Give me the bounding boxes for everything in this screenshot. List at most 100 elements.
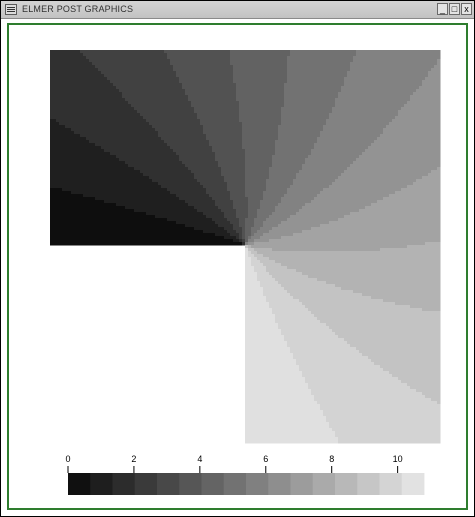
contour-cell: [161, 56, 165, 60]
contour-cell: [233, 128, 237, 132]
contour-cell: [98, 77, 102, 81]
contour-cell: [272, 65, 276, 69]
contour-cell: [371, 98, 375, 102]
contour-cell: [281, 80, 285, 84]
contour-cell: [281, 53, 285, 57]
contour-cell: [182, 89, 186, 93]
contour-cell: [314, 86, 318, 90]
minimize-button[interactable]: _: [437, 3, 448, 15]
contour-cell: [338, 83, 342, 87]
contour-cell: [422, 152, 426, 156]
contour-cell: [68, 131, 72, 135]
contour-cell: [179, 116, 183, 120]
contour-cell: [98, 113, 102, 117]
contour-cell: [254, 119, 258, 123]
contour-cell: [173, 83, 177, 87]
contour-cell: [50, 113, 54, 117]
contour-cell: [68, 125, 72, 129]
contour-cell: [260, 62, 264, 66]
contour-cell: [413, 116, 417, 120]
contour-cell: [155, 119, 159, 123]
contour-cell: [380, 116, 384, 120]
contour-cell: [86, 143, 90, 147]
contour-cell: [227, 53, 231, 57]
contour-cell: [347, 65, 351, 69]
contour-cell: [122, 137, 126, 141]
contour-cell: [107, 131, 111, 135]
contour-cell: [140, 68, 144, 72]
contour-cell: [101, 122, 105, 126]
contour-cell: [101, 77, 105, 81]
contour-cell: [203, 119, 207, 123]
contour-cell: [128, 56, 132, 60]
contour-cell: [314, 77, 318, 81]
contour-cell: [194, 95, 198, 99]
contour-cell: [248, 137, 252, 141]
contour-cell: [323, 131, 327, 135]
contour-cell: [56, 59, 60, 63]
contour-cell: [347, 95, 351, 99]
contour-cell: [251, 125, 255, 129]
contour-cell: [167, 119, 171, 123]
contour-cell: [281, 86, 285, 90]
contour-cell: [383, 71, 387, 75]
contour-cell: [134, 122, 138, 126]
contour-cell: [212, 59, 216, 63]
contour-cell: [200, 83, 204, 87]
contour-cell: [386, 143, 390, 147]
contour-cell: [59, 95, 63, 99]
contour-cell: [284, 50, 288, 54]
contour-cell: [263, 113, 267, 117]
contour-cell: [365, 158, 369, 162]
contour-cell: [311, 149, 315, 153]
close-button[interactable]: x: [461, 3, 472, 15]
contour-cell: [356, 50, 360, 54]
contour-cell: [344, 113, 348, 117]
maximize-button[interactable]: □: [449, 3, 460, 15]
contour-cell: [188, 80, 192, 84]
contour-cell: [374, 83, 378, 87]
contour-cell: [104, 125, 108, 129]
window-menu-icon[interactable]: [5, 4, 17, 15]
contour-cell: [158, 92, 162, 96]
contour-cell: [200, 74, 204, 78]
contour-cell: [380, 95, 384, 99]
contour-cell: [80, 89, 84, 93]
contour-cell: [359, 80, 363, 84]
contour-cell: [101, 98, 105, 102]
contour-cell: [422, 146, 426, 150]
contour-cell: [227, 68, 231, 72]
contour-cell: [221, 62, 225, 66]
contour-cell: [290, 59, 294, 63]
contour-cell: [209, 134, 213, 138]
contour-cell: [338, 113, 342, 117]
contour-cell: [278, 80, 282, 84]
contour-cell: [377, 53, 381, 57]
contour-cell: [335, 50, 339, 54]
contour-cell: [416, 98, 420, 102]
contour-cell: [161, 164, 165, 168]
contour-cell: [332, 143, 336, 147]
contour-cell: [236, 131, 240, 135]
contour-cell: [254, 128, 258, 132]
contour-cell: [227, 98, 231, 102]
contour-cell: [290, 107, 294, 111]
contour-cell: [341, 95, 345, 99]
contour-cell: [362, 143, 366, 147]
title-bar[interactable]: ELMER POST GRAPHICS _ □ x: [1, 1, 474, 19]
contour-cell: [380, 140, 384, 144]
contour-cell: [338, 143, 342, 147]
contour-cell: [107, 125, 111, 129]
contour-cell: [395, 59, 399, 63]
contour-cell: [395, 62, 399, 66]
contour-cell: [239, 146, 243, 150]
contour-cell: [317, 122, 321, 126]
contour-plot[interactable]: 0 2 4 6 8 10: [9, 25, 466, 508]
contour-cell: [110, 155, 114, 159]
contour-cell: [116, 128, 120, 132]
contour-cell: [410, 86, 414, 90]
contour-cell: [431, 104, 435, 108]
contour-cell: [389, 98, 393, 102]
contour-cell: [407, 116, 411, 120]
contour-cell: [113, 68, 117, 72]
